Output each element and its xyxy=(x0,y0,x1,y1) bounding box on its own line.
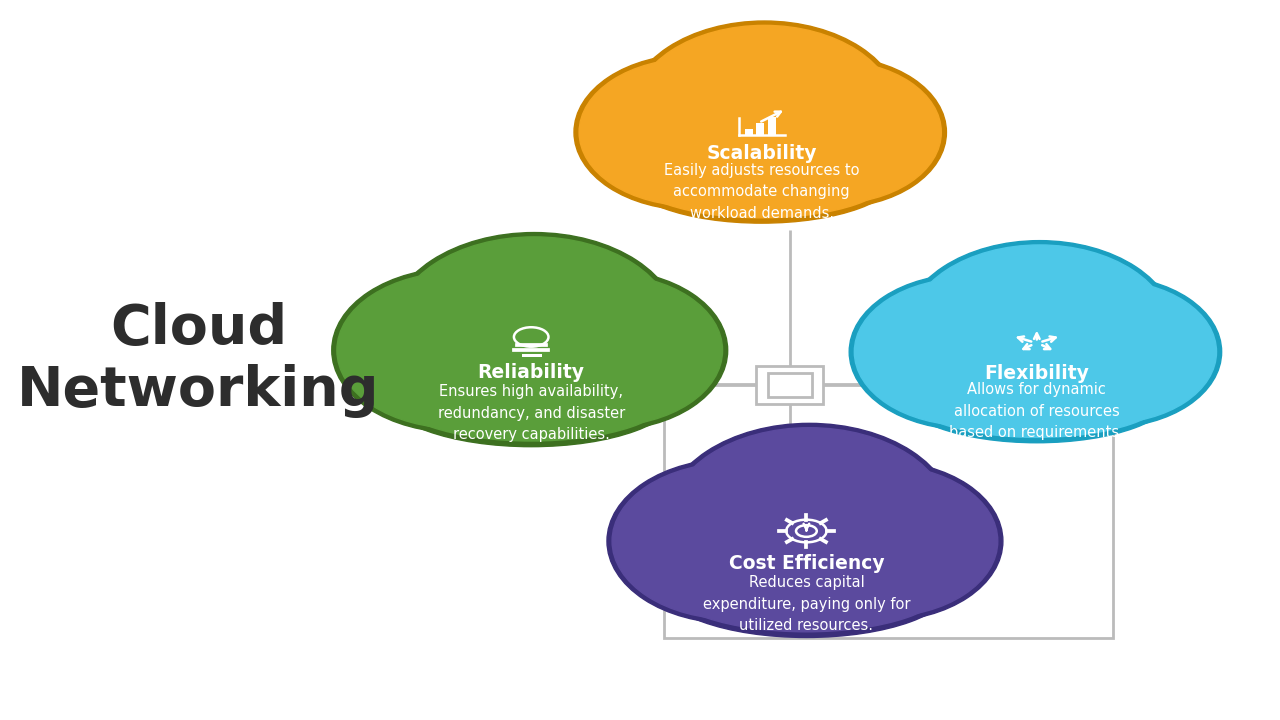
Ellipse shape xyxy=(390,346,672,441)
FancyBboxPatch shape xyxy=(756,366,823,404)
Ellipse shape xyxy=(899,342,1175,443)
Text: Flexibility: Flexibility xyxy=(984,364,1089,383)
Ellipse shape xyxy=(721,57,946,208)
Ellipse shape xyxy=(384,340,678,446)
Ellipse shape xyxy=(628,21,901,201)
Text: Cloud
Networking: Cloud Networking xyxy=(17,302,380,418)
Text: Reduces capital
expenditure, paying only for
utilized resources.: Reduces capital expenditure, paying only… xyxy=(703,575,910,633)
Ellipse shape xyxy=(996,276,1221,428)
Ellipse shape xyxy=(849,274,1087,430)
Ellipse shape xyxy=(389,233,680,423)
Ellipse shape xyxy=(488,270,728,431)
Ellipse shape xyxy=(394,237,675,418)
Ellipse shape xyxy=(726,61,941,204)
Bar xyxy=(756,122,764,135)
Ellipse shape xyxy=(612,463,854,619)
Ellipse shape xyxy=(666,536,947,632)
Ellipse shape xyxy=(763,462,1004,621)
Ellipse shape xyxy=(628,127,895,218)
Text: Reliability: Reliability xyxy=(477,364,585,382)
Ellipse shape xyxy=(634,25,896,197)
Ellipse shape xyxy=(332,268,584,433)
Bar xyxy=(745,129,753,135)
Ellipse shape xyxy=(493,275,723,426)
Ellipse shape xyxy=(337,272,579,428)
Text: Ensures high availability,
redundancy, and disaster
recovery capabilities.: Ensures high availability, redundancy, a… xyxy=(438,384,625,442)
Ellipse shape xyxy=(768,466,998,616)
Ellipse shape xyxy=(664,423,955,613)
Ellipse shape xyxy=(659,531,954,637)
Ellipse shape xyxy=(854,278,1082,426)
Ellipse shape xyxy=(579,58,806,206)
FancyBboxPatch shape xyxy=(768,373,812,397)
Ellipse shape xyxy=(904,347,1170,438)
Text: Cost Efficiency: Cost Efficiency xyxy=(728,554,884,573)
Ellipse shape xyxy=(909,245,1171,416)
Ellipse shape xyxy=(904,240,1176,420)
Ellipse shape xyxy=(573,54,812,210)
Ellipse shape xyxy=(1001,281,1216,423)
Ellipse shape xyxy=(669,428,950,609)
Text: Allows for dynamic
allocation of resources
based on requirements.: Allows for dynamic allocation of resourc… xyxy=(950,382,1124,441)
Ellipse shape xyxy=(623,122,900,223)
Text: Easily adjusts resources to
accommodate changing
workload demands.: Easily adjusts resources to accommodate … xyxy=(664,163,859,221)
Bar xyxy=(768,117,776,135)
Ellipse shape xyxy=(607,459,859,624)
Text: Scalability: Scalability xyxy=(707,144,817,163)
